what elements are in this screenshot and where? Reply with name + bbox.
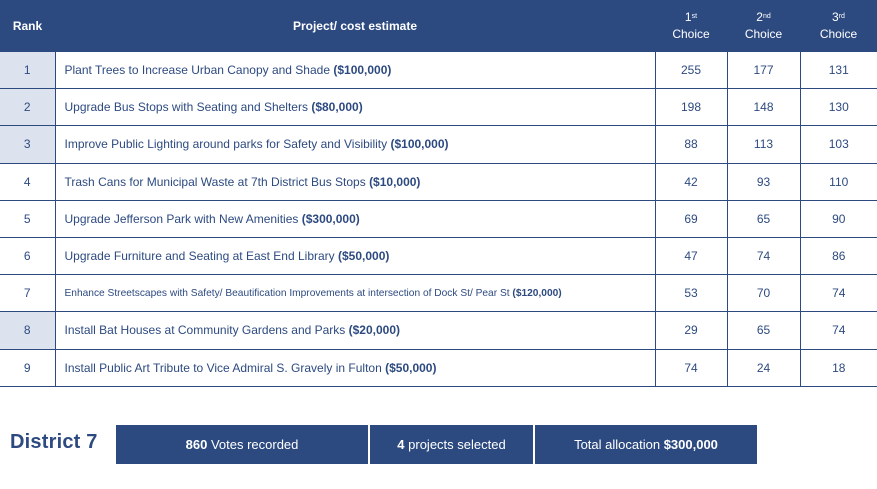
project-cost: ($100,000) (333, 63, 392, 78)
first-choice-cell: 88 (654, 125, 728, 164)
second-choice-cell: 177 (726, 52, 801, 90)
second-choice-cell: 70 (726, 274, 801, 313)
table-row: 8 Install Bat Houses at Community Garden… (0, 311, 877, 350)
votes-recorded-box: 860 Votes recorded (116, 425, 368, 464)
projects-label: projects selected (408, 437, 506, 452)
third-choice-cell: 74 (799, 274, 877, 313)
project-cell: Upgrade Furniture and Seating at East En… (54, 236, 656, 276)
project-header: Project/ cost estimate (55, 0, 655, 52)
second-choice-cell: 148 (726, 88, 801, 127)
results-table: Rank Project/ cost estimate 1st Choice 2… (0, 0, 877, 387)
project-cell: Install Bat Houses at Community Gardens … (54, 311, 656, 350)
project-cell: Enhance Streetscapes with Safety/ Beauti… (54, 274, 656, 313)
district-title: District 7 (10, 431, 98, 453)
second-choice-cell: 74 (726, 236, 801, 276)
project-cell: Install Public Art Tribute to Vice Admir… (54, 348, 656, 387)
first-choice-cell: 47 (654, 236, 728, 276)
rank-cell: 9 (0, 348, 56, 387)
second-choice-label: Choice (744, 27, 783, 41)
first-choice-cell: 53 (654, 274, 728, 313)
first-choice-number: 1 (684, 10, 692, 24)
votes-count: 860 (185, 437, 208, 452)
first-choice-cell: 69 (654, 199, 728, 238)
third-choice-cell: 131 (799, 52, 877, 90)
projects-count: 4 (397, 437, 405, 452)
table-row: 6 Upgrade Furniture and Seating at East … (0, 236, 877, 276)
second-choice-cell: 24 (726, 348, 801, 387)
third-choice-cell: 130 (799, 88, 877, 127)
table-row: 9 Install Public Art Tribute to Vice Adm… (0, 348, 877, 387)
second-choice-cell: 113 (726, 125, 801, 164)
table-row: 1 Plant Trees to Increase Urban Canopy a… (0, 52, 877, 90)
first-choice-cell: 198 (654, 88, 728, 127)
project-name: Improve Public Lighting around parks for… (64, 137, 388, 152)
rank-cell: 6 (0, 236, 56, 276)
project-cost: ($50,000) (385, 360, 437, 375)
first-choice-suffix: st (691, 13, 698, 20)
third-choice-cell: 18 (799, 348, 877, 387)
allocation-amount: $300,000 (663, 437, 718, 452)
second-choice-header: 2nd Choice (727, 0, 800, 52)
project-cell: Plant Trees to Increase Urban Canopy and… (54, 52, 656, 90)
allocation-label: Total allocation (574, 437, 661, 452)
rank-cell: 3 (0, 125, 56, 164)
project-name: Enhance Streetscapes with Safety/ Beauti… (64, 287, 510, 299)
project-cell: Upgrade Bus Stops with Seating and Shelt… (54, 88, 656, 127)
project-cell: Upgrade Jefferson Park with New Amenitie… (54, 199, 656, 238)
table-header-row: Rank Project/ cost estimate 1st Choice 2… (0, 0, 877, 52)
project-cost: ($20,000) (348, 323, 401, 338)
table-row: 2 Upgrade Bus Stops with Seating and She… (0, 88, 877, 127)
table-row: 3 Improve Public Lighting around parks f… (0, 125, 877, 164)
rank-cell: 5 (0, 199, 56, 238)
rank-cell: 2 (0, 88, 56, 127)
total-allocation-box: Total allocation $300,000 (535, 425, 757, 464)
first-choice-cell: 29 (654, 311, 728, 350)
third-choice-cell: 90 (799, 199, 877, 238)
first-choice-header: 1st Choice (655, 0, 727, 52)
table-row: 7 Enhance Streetscapes with Safety/ Beau… (0, 274, 877, 313)
project-cost: ($50,000) (338, 249, 390, 264)
project-name: Plant Trees to Increase Urban Canopy and… (64, 63, 331, 78)
projects-selected-box: 4 projects selected (370, 425, 533, 464)
third-choice-label: Choice (819, 27, 858, 41)
project-cost: ($100,000) (390, 137, 449, 152)
third-choice-number: 3 (832, 10, 839, 24)
first-choice-cell: 42 (654, 162, 728, 201)
project-cell: Trash Cans for Municipal Waste at 7th Di… (54, 162, 656, 201)
third-choice-cell: 74 (799, 311, 877, 350)
project-name: Upgrade Bus Stops with Seating and Shelt… (64, 100, 308, 115)
project-name: Upgrade Furniture and Seating at East En… (64, 249, 335, 264)
third-choice-cell: 110 (799, 162, 877, 201)
votes-label: Votes recorded (210, 437, 299, 452)
rank-header: Rank (0, 0, 55, 52)
rank-cell: 8 (0, 311, 56, 350)
project-name: Install Bat Houses at Community Gardens … (64, 323, 346, 338)
first-choice-cell: 255 (654, 52, 728, 90)
project-name: Install Public Art Tribute to Vice Admir… (64, 360, 382, 375)
first-choice-label: Choice (672, 27, 710, 41)
first-choice-cell: 74 (654, 348, 728, 387)
summary-bar: 860 Votes recorded 4 projects selected T… (116, 425, 757, 464)
project-cost: ($80,000) (311, 100, 363, 115)
third-choice-cell: 86 (799, 236, 877, 276)
second-choice-suffix: nd (762, 13, 771, 20)
project-cell: Improve Public Lighting around parks for… (54, 125, 656, 164)
table-row: 4 Trash Cans for Municipal Waste at 7th … (0, 162, 877, 201)
third-choice-cell: 103 (799, 125, 877, 164)
rank-cell: 4 (0, 162, 56, 201)
project-name: Upgrade Jefferson Park with New Amenitie… (64, 211, 299, 226)
second-choice-number: 2 (756, 10, 763, 24)
project-cost: ($120,000) (512, 287, 562, 299)
project-name: Trash Cans for Municipal Waste at 7th Di… (64, 174, 366, 189)
second-choice-cell: 93 (726, 162, 801, 201)
third-choice-suffix: rd (838, 13, 845, 20)
second-choice-cell: 65 (726, 311, 801, 350)
project-cost: ($300,000) (301, 211, 360, 226)
rank-cell: 7 (0, 274, 56, 313)
third-choice-header: 3rd Choice (800, 0, 877, 52)
rank-cell: 1 (0, 52, 56, 90)
project-cost: ($10,000) (369, 174, 421, 189)
second-choice-cell: 65 (726, 199, 801, 238)
table-row: 5 Upgrade Jefferson Park with New Amenit… (0, 199, 877, 238)
